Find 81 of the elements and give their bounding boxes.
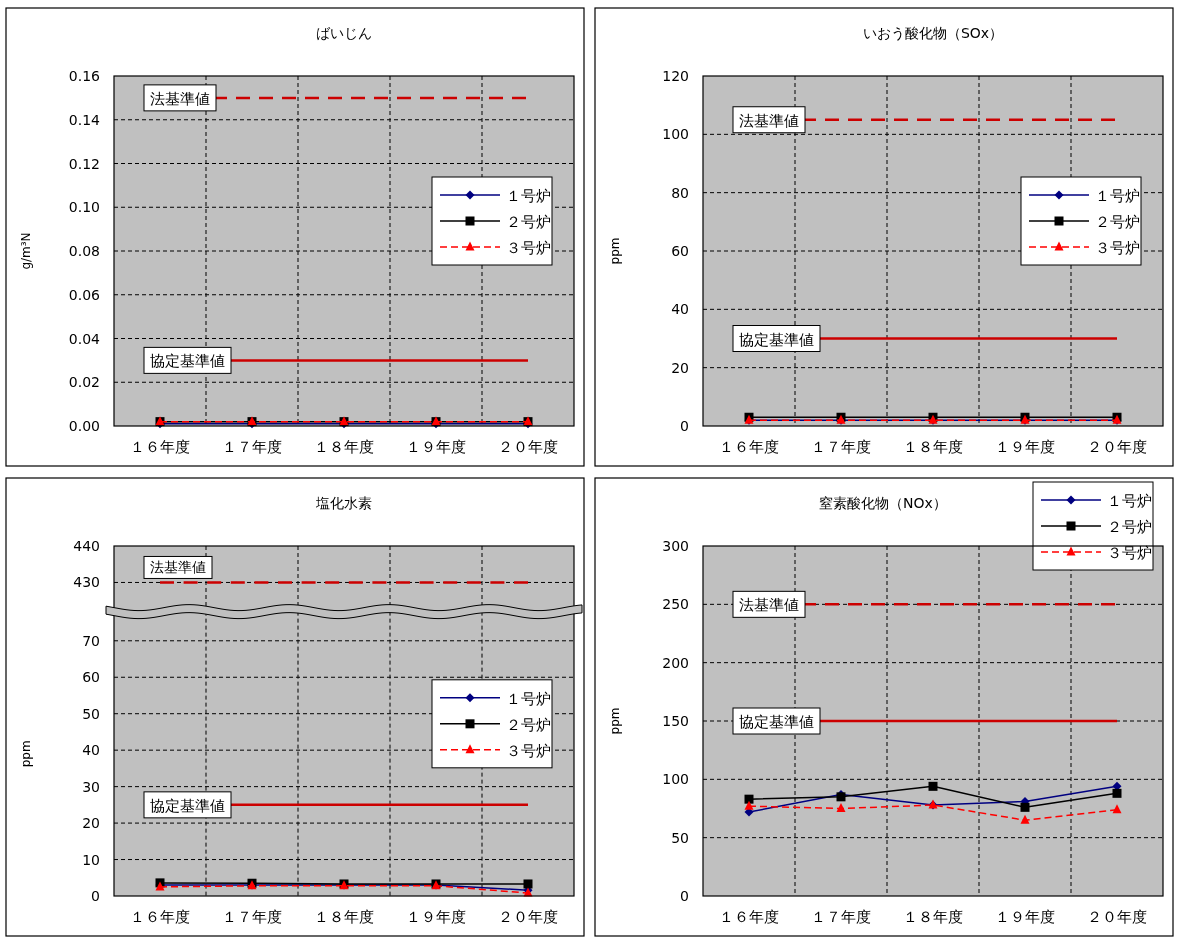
- legend-label: １号炉: [506, 689, 551, 708]
- legend-label: ２号炉: [1107, 518, 1152, 536]
- y-tick-label: 0.14: [68, 111, 101, 128]
- legend-label: ３号炉: [506, 741, 551, 760]
- y-tick-label: 50: [671, 829, 689, 846]
- y-tick-label: 0.08: [68, 243, 100, 259]
- x-tick-label: １７年度: [811, 438, 871, 456]
- y-tick-label: 300: [662, 538, 689, 554]
- legend-label: ２号炉: [506, 213, 551, 231]
- y-tick-label: 40: [671, 301, 689, 318]
- x-tick-label: １８年度: [314, 438, 374, 456]
- legend-label: ３号炉: [1107, 544, 1152, 562]
- y-tick-label: 100: [662, 126, 689, 143]
- y-tick-label: 250: [662, 596, 689, 613]
- ref-line-label: 法基準値: [739, 596, 799, 615]
- chart-title: いおう酸化物（SOx）: [862, 25, 1004, 41]
- series-label: 法基準値: [150, 559, 206, 576]
- legend-label: ３号炉: [1095, 239, 1140, 257]
- y-axis-title: ppm: [608, 707, 622, 735]
- x-tick-label: ２０年度: [1087, 908, 1147, 926]
- x-tick-label: １８年度: [314, 908, 374, 926]
- x-tick-label: ２０年度: [1087, 438, 1147, 456]
- x-tick-label: １９年度: [406, 438, 466, 456]
- ref-line-label: 協定基準値: [150, 352, 225, 371]
- y-axis-title: g/m³N: [19, 232, 33, 270]
- legend-label: １号炉: [1095, 187, 1140, 205]
- x-tick-label: １８年度: [903, 908, 963, 926]
- y-tick-label: 0.02: [68, 374, 100, 391]
- y-tick-label: 200: [662, 654, 689, 671]
- y-tick-label: 50: [82, 705, 100, 722]
- y-tick-label: 440: [73, 538, 100, 554]
- x-tick-label: ２０年度: [498, 908, 558, 926]
- y-tick-label: 100: [662, 771, 689, 788]
- y-tick-label: 0: [680, 418, 689, 434]
- x-tick-label: １９年度: [406, 908, 466, 926]
- ref-line-label: 法基準値: [150, 89, 210, 108]
- y-tick-label: 40: [82, 742, 100, 759]
- y-tick-label: 30: [82, 778, 100, 795]
- x-tick-label: １７年度: [811, 908, 871, 926]
- ref-line-label: 協定基準値: [150, 796, 225, 815]
- y-tick-label: 0.06: [68, 286, 101, 303]
- y-tick-label: 80: [671, 184, 689, 201]
- legend-label: ２号炉: [1095, 213, 1140, 231]
- y-tick-label: 20: [82, 815, 100, 832]
- y-tick-label: 60: [82, 669, 100, 686]
- legend-label: ２号炉: [506, 715, 551, 734]
- legend-label: ３号炉: [506, 239, 551, 257]
- y-tick-label: 150: [662, 713, 689, 729]
- y-tick-label: 0.16: [68, 68, 101, 84]
- y-tick-label: 20: [671, 359, 689, 376]
- y-tick-label: 0: [680, 888, 689, 904]
- y-tick-label: 70: [82, 632, 100, 649]
- y-tick-label: 60: [671, 243, 689, 259]
- y-tick-label: 0.12: [68, 155, 100, 172]
- chart-title: 塩化水素: [315, 495, 372, 511]
- y-tick-label: 0.00: [68, 418, 100, 434]
- x-tick-label: １８年度: [903, 438, 963, 456]
- x-tick-label: １９年度: [995, 438, 1055, 456]
- x-tick-label: １６年度: [719, 438, 779, 456]
- legend-label: １号炉: [506, 187, 551, 205]
- chart-title: 窒素酸化物（NOx）: [819, 495, 947, 511]
- x-tick-label: １７年度: [222, 908, 282, 926]
- y-tick-label: 0.10: [68, 199, 100, 216]
- legend-label: １号炉: [1107, 492, 1152, 510]
- x-tick-label: １６年度: [130, 438, 190, 456]
- y-tick-label: 10: [82, 851, 100, 868]
- ref-line-label: 協定基準値: [739, 713, 814, 731]
- x-tick-label: １９年度: [995, 908, 1055, 926]
- y-axis-title: ppm: [19, 740, 33, 768]
- chart-title: ばいじん: [316, 25, 372, 41]
- x-tick-label: ２０年度: [498, 438, 558, 456]
- x-tick-label: １６年度: [719, 908, 779, 926]
- y-tick-label: 120: [662, 68, 689, 84]
- y-tick-label: 430: [73, 574, 100, 591]
- ref-line-label: 協定基準値: [739, 330, 814, 349]
- ref-line-label: 法基準値: [739, 111, 799, 130]
- y-axis-title: ppm: [608, 237, 622, 265]
- y-tick-label: 0: [91, 888, 100, 904]
- y-tick-label: 0.04: [68, 330, 101, 347]
- x-tick-label: １７年度: [222, 438, 282, 456]
- x-tick-label: １６年度: [130, 908, 190, 926]
